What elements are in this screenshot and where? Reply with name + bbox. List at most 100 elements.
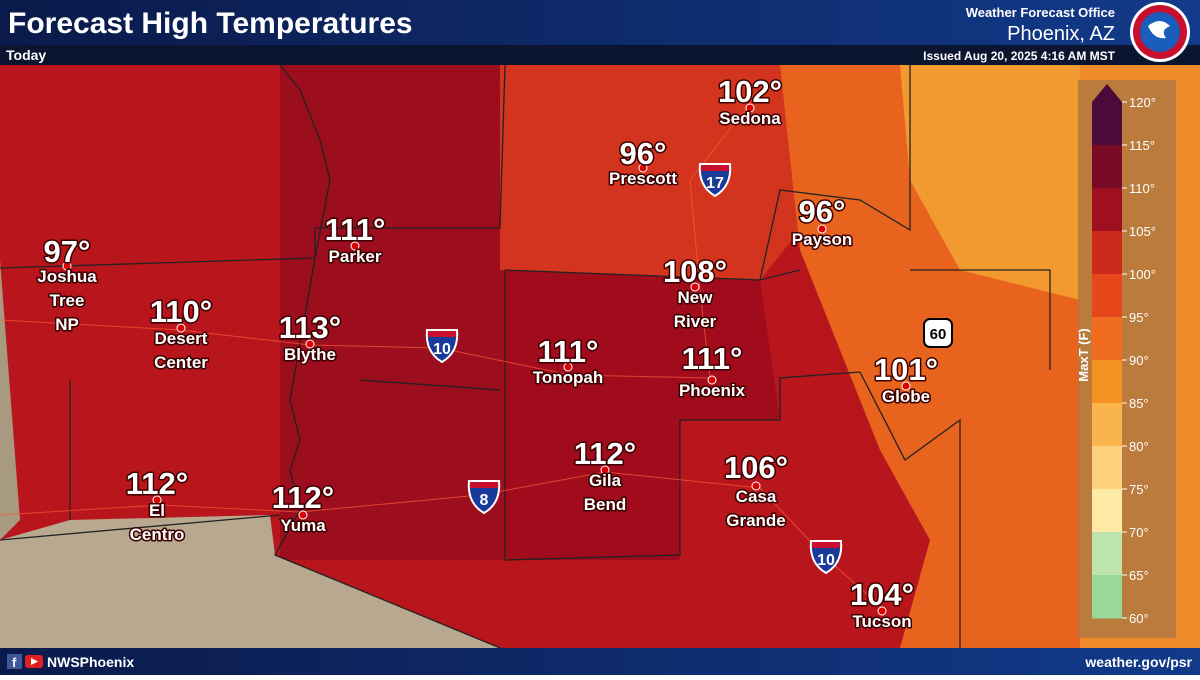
highway-number: 60 [930, 326, 947, 343]
city-dot [62, 261, 72, 271]
interstate-cap [428, 331, 456, 337]
interstate-shield [425, 329, 459, 364]
interstate-shield [467, 480, 501, 515]
youtube-glyph [31, 658, 38, 665]
us-shield [923, 318, 953, 348]
legend-label: 90° [1129, 353, 1149, 368]
city-name: Grande [726, 511, 786, 530]
city-name: Sedona [719, 109, 781, 128]
header-bar [0, 0, 1200, 45]
city-name: NP [55, 315, 79, 334]
legend-swatch [1092, 403, 1122, 447]
legend-label: 60° [1129, 611, 1149, 626]
city-temp: 97° [44, 234, 91, 269]
issued: Issued Aug 20, 2025 4:16 AM MST [923, 49, 1116, 63]
legend-swatch [1092, 489, 1122, 533]
city-name: Joshua [37, 267, 97, 286]
city-dot [305, 339, 315, 349]
legend-swatch [1092, 317, 1122, 361]
city-name: Prescott [609, 169, 677, 188]
city-name: Parker [329, 247, 382, 266]
city-name: Center [154, 353, 208, 372]
city-dot [707, 375, 717, 385]
city-dot [745, 103, 755, 113]
city-dot [877, 606, 887, 616]
city-temp: 96° [620, 136, 667, 171]
city-temp: 104° [850, 577, 914, 612]
hot-region [500, 270, 780, 560]
city-name: Casa [736, 487, 777, 506]
subtitle: Today [6, 47, 46, 63]
city-name: Gila [589, 471, 622, 490]
legend-label: 120° [1129, 95, 1156, 110]
city-name: Tree [50, 291, 85, 310]
legend-label: 100° [1129, 267, 1156, 282]
city-temp: 108° [663, 254, 727, 289]
interstate-cap [470, 482, 498, 488]
city-dot [901, 381, 911, 391]
legend-swatch [1092, 274, 1122, 318]
interstate-cap [812, 542, 840, 548]
city-temp: 113° [279, 310, 341, 345]
city-temp: 111° [682, 341, 743, 376]
city-name: Yuma [280, 516, 326, 535]
legend-swatch [1092, 231, 1122, 275]
city-name: Desert [155, 329, 208, 348]
legend-swatch [1092, 188, 1122, 232]
desert-terrain [0, 515, 505, 650]
city-temp: 102° [718, 74, 782, 109]
footer-bar [0, 648, 1200, 675]
city-name: Centro [130, 525, 185, 544]
interstate-shield [809, 540, 843, 575]
highway-number: 17 [706, 175, 724, 192]
city-dot [298, 510, 308, 520]
cool-region [900, 65, 1080, 300]
legend-label: 95° [1129, 310, 1149, 325]
legend-label: 80° [1129, 439, 1149, 454]
city-dot [638, 163, 648, 173]
city-name: Blythe [284, 345, 336, 364]
legend-swatch [1092, 360, 1122, 404]
office: Weather Forecast Office [966, 5, 1115, 20]
legend-label: 115° [1129, 138, 1155, 153]
city-name: Tonopah [533, 368, 604, 387]
city-temp: 96° [799, 194, 846, 229]
highway-number: 10 [433, 341, 451, 358]
interstate-cap [701, 165, 729, 171]
city-name: River [674, 312, 717, 331]
legend-label: 70° [1129, 525, 1149, 540]
city-dot [176, 323, 186, 333]
legend-swatch [1092, 575, 1122, 619]
city-temp: 112° [574, 436, 636, 471]
hot-region [280, 65, 505, 560]
city-dot [751, 481, 761, 491]
legend-label: 65° [1129, 568, 1149, 583]
highway-number: 8 [480, 492, 489, 509]
title: Forecast High Temperatures [8, 7, 413, 40]
legend-title: MaxT (F) [1076, 328, 1091, 381]
interstate-shield [698, 163, 732, 198]
highway-number: 10 [817, 552, 835, 569]
desert-terrain [0, 260, 20, 540]
legend-label: 85° [1129, 396, 1149, 411]
city-name: Phoenix [679, 381, 746, 400]
footer-url: weather.gov/psr [1084, 654, 1192, 670]
city-dot [600, 465, 610, 475]
subheader-bar [0, 45, 1200, 65]
city-temp: 111° [538, 334, 599, 369]
city-dot [563, 362, 573, 372]
city-name: Tucson [852, 612, 911, 631]
city-name: Payson [792, 230, 852, 249]
legend-arrow [1092, 84, 1122, 102]
city-name: Globe [882, 387, 930, 406]
legend-swatch [1092, 446, 1122, 490]
legend-swatch [1092, 532, 1122, 576]
city-dot [817, 224, 827, 234]
warm-region [500, 65, 800, 280]
city-dot [350, 241, 360, 251]
city-dot [152, 495, 162, 505]
city-temp: 112° [272, 480, 334, 515]
city-name: El [149, 501, 165, 520]
